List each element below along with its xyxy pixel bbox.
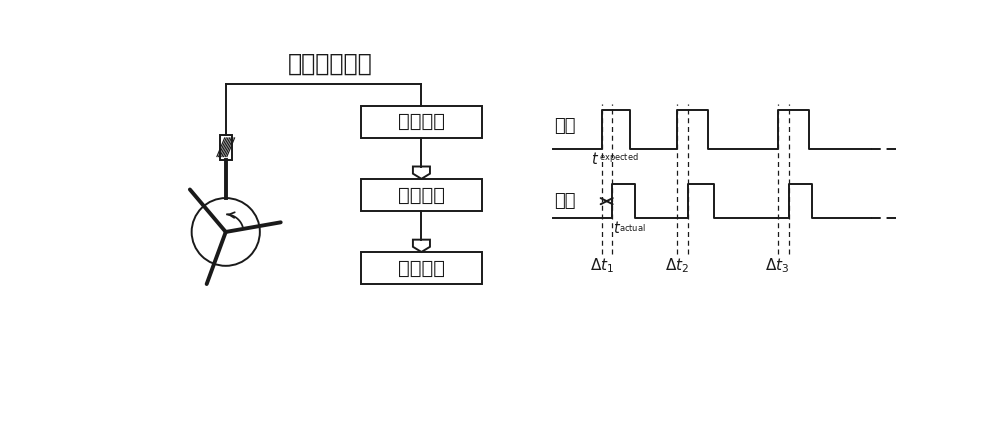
Polygon shape — [413, 167, 430, 179]
Bar — [220, 135, 232, 159]
Text: 参数识别: 参数识别 — [398, 259, 445, 278]
Text: 振动: 振动 — [554, 192, 576, 210]
FancyBboxPatch shape — [361, 106, 482, 138]
Text: 数据处理: 数据处理 — [398, 185, 445, 204]
Text: $_{\rm actual}$: $_{\rm actual}$ — [619, 221, 646, 233]
Text: $\Delta t_1$: $\Delta t_1$ — [590, 257, 614, 275]
Text: $_{\rm expected}$: $_{\rm expected}$ — [599, 151, 639, 164]
Text: 正常: 正常 — [554, 117, 576, 136]
Text: 数据采集: 数据采集 — [398, 112, 445, 131]
Text: $\Delta t_2$: $\Delta t_2$ — [665, 257, 689, 275]
FancyBboxPatch shape — [361, 179, 482, 211]
FancyBboxPatch shape — [361, 252, 482, 284]
Text: $t$: $t$ — [613, 221, 621, 236]
Text: $t$: $t$ — [591, 151, 599, 167]
Polygon shape — [413, 240, 430, 252]
Text: $\Delta t_3$: $\Delta t_3$ — [765, 257, 790, 275]
Text: 叶尖定时探头: 叶尖定时探头 — [288, 52, 373, 76]
